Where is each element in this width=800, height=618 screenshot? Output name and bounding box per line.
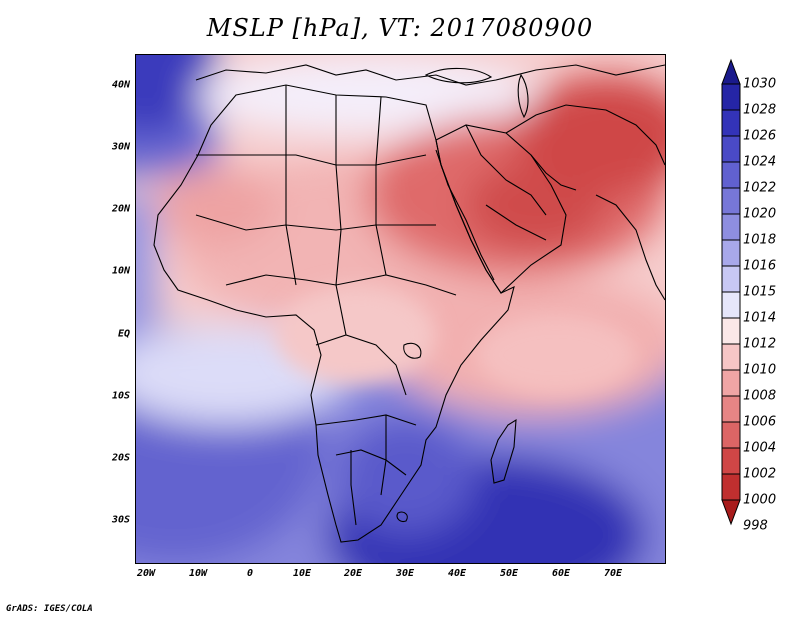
persian-gulf [530, 154, 577, 191]
asia-coast [505, 104, 665, 166]
black-sea [424, 67, 493, 84]
colorbar-level-label: 1015 [743, 284, 777, 300]
india-coast [595, 194, 665, 301]
madagascar-coast [490, 418, 517, 484]
x-tick-label: 50E [499, 568, 519, 579]
border-sahara [196, 154, 427, 166]
central-africa-low [276, 285, 436, 385]
colorbar-swatch [721, 83, 741, 111]
colorbar-level-label: 1022 [743, 180, 777, 196]
border-southern-2 [335, 449, 407, 476]
colorbar-swatch [721, 265, 741, 293]
border-southern-3 [350, 450, 357, 526]
colorbar-swatch [721, 109, 741, 137]
y-tick-label: 10S [111, 390, 130, 402]
y-tick-label: 40N [111, 79, 130, 91]
colorbar-swatch [721, 239, 741, 267]
border-arabia-2 [485, 204, 547, 241]
colorbar-level-label: 1014 [743, 310, 777, 326]
border-southern-4 [380, 415, 387, 496]
lesotho [396, 511, 408, 522]
colorbar-swatch [721, 213, 741, 241]
colorbar-level-label: 1030 [743, 76, 777, 92]
colorbar-level-label: 1002 [743, 466, 777, 482]
border-congo [315, 334, 407, 396]
colorbar-level-label: 1008 [743, 388, 777, 404]
x-tick-label: 10W [188, 568, 208, 579]
y-tick-label: 30S [111, 514, 130, 526]
mediterranean-transition [196, 55, 536, 135]
colorbar-swatch [721, 395, 741, 423]
coastlines [153, 64, 665, 543]
border-southern-1 [315, 414, 417, 426]
border-meridian [285, 85, 297, 286]
y-tick-label: 20S [111, 452, 130, 464]
x-tick-label: 20E [343, 568, 363, 579]
x-tick-label: 70E [603, 568, 623, 579]
border-arabia [465, 124, 547, 216]
colorbar-swatch [721, 317, 741, 345]
colorbar-swatch [721, 473, 741, 501]
colorbar-level-label: 1006 [743, 414, 777, 430]
border-meridian-3 [375, 96, 387, 276]
colorbar-level-label: 1010 [743, 362, 777, 378]
colorbar-level-label: 1026 [743, 128, 777, 144]
colorbar-swatch [721, 291, 741, 319]
arabia-coast [435, 124, 567, 294]
colorbar-swatch [721, 161, 741, 189]
colorbar-level-label: 1020 [743, 206, 777, 222]
iran-low [516, 75, 665, 195]
pressure-field [136, 55, 665, 563]
y-tick-label: 30N [111, 141, 130, 153]
colorbar-level-label: 1028 [743, 102, 777, 118]
caspian-sea [517, 73, 529, 119]
lake-victoria [403, 342, 422, 359]
map-title: MSLP [hPa], VT: 2017080900 [206, 14, 594, 42]
colorbar-level-label: 1018 [743, 232, 777, 248]
y-tick-label: 20N [111, 203, 130, 215]
colorbar [721, 58, 741, 526]
colorbar-level-label: 1024 [743, 154, 777, 170]
border-sahel [195, 214, 436, 231]
azores-high [136, 55, 216, 135]
colorbar-level-label: 1004 [743, 440, 777, 456]
colorbar-level-label: 998 [743, 518, 768, 534]
europe-coast [195, 64, 665, 86]
x-tick-label: 10E [292, 568, 312, 579]
y-tick-label: EQ [117, 328, 130, 340]
red-sea [435, 149, 495, 281]
x-tick-label: 30E [395, 568, 415, 579]
y-tick-label: 10N [111, 265, 130, 277]
x-tick-label: 60E [551, 568, 571, 579]
colorbar-bottom-triangle [721, 499, 741, 526]
colorbar-swatch [721, 447, 741, 475]
colorbar-level-label: 1000 [743, 492, 777, 508]
colorbar-swatch [721, 187, 741, 215]
colorbar-top-triangle [721, 58, 741, 85]
west-sahara-low [156, 165, 276, 245]
colorbar-swatch [721, 343, 741, 371]
x-tick-label: 0 [246, 568, 254, 579]
colorbar-swatch [721, 421, 741, 449]
colorbar-swatch [721, 135, 741, 163]
colorbar-level-label: 1016 [743, 258, 777, 274]
x-tick-label: 20W [136, 568, 156, 579]
border-meridian-2 [335, 95, 347, 336]
pressure-map[interactable] [135, 54, 666, 564]
footer-credit: GrADS: IGES/COLA [6, 604, 93, 614]
southwest-indian-low [476, 315, 636, 395]
colorbar-swatch [721, 369, 741, 397]
colorbar-level-label: 1012 [743, 336, 777, 352]
x-tick-label: 40E [447, 568, 467, 579]
